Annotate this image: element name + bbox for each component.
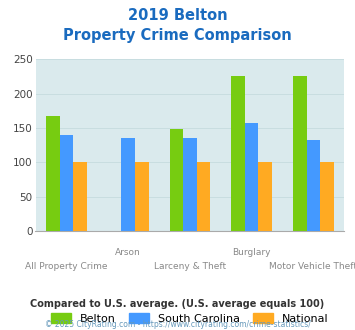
Text: © 2025 CityRating.com - https://www.cityrating.com/crime-statistics/: © 2025 CityRating.com - https://www.city… (45, 320, 310, 329)
Text: Motor Vehicle Theft: Motor Vehicle Theft (269, 262, 355, 271)
Bar (135, 162, 148, 231)
Bar (197, 162, 210, 231)
Bar (231, 76, 245, 231)
Bar (258, 162, 272, 231)
Bar (73, 162, 87, 231)
Text: All Property Crime: All Property Crime (25, 262, 108, 271)
Bar (320, 162, 334, 231)
Text: Property Crime Comparison: Property Crime Comparison (63, 28, 292, 43)
Bar (307, 140, 320, 231)
Bar (121, 138, 135, 231)
Text: Larceny & Theft: Larceny & Theft (154, 262, 226, 271)
Bar (293, 76, 307, 231)
Text: Burglary: Burglary (233, 248, 271, 257)
Text: Arson: Arson (115, 248, 141, 257)
Text: Compared to U.S. average. (U.S. average equals 100): Compared to U.S. average. (U.S. average … (31, 299, 324, 309)
Bar (183, 138, 197, 231)
Legend: Belton, South Carolina, National: Belton, South Carolina, National (47, 309, 333, 328)
Bar (245, 122, 258, 231)
Bar (60, 135, 73, 231)
Bar (170, 129, 183, 231)
Text: 2019 Belton: 2019 Belton (128, 8, 227, 23)
Bar (46, 116, 60, 231)
